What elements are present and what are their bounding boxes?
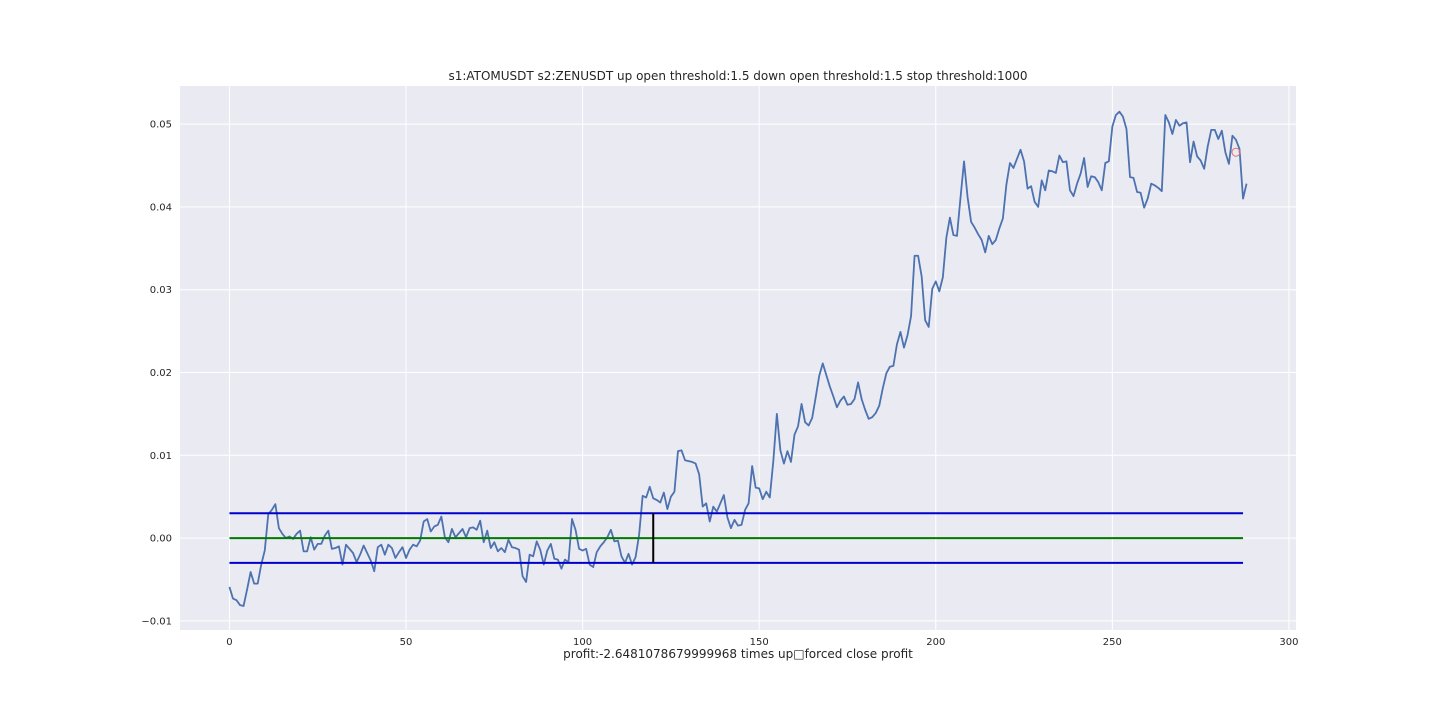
x-tick-label: 50 bbox=[400, 637, 413, 648]
x-axis-label: profit:-2.6481078679999968 times up□forc… bbox=[563, 647, 913, 661]
markers bbox=[652, 147, 1241, 563]
y-axis-ticks: −0.01 0.00 0.01 0.02 0.03 0.04 0.05 bbox=[141, 120, 172, 628]
y-tick-label: 0.03 bbox=[150, 285, 172, 296]
y-tick-label: 0.02 bbox=[150, 368, 172, 379]
x-tick-label: 150 bbox=[750, 637, 769, 648]
gridlines bbox=[180, 86, 1296, 630]
x-tick-label: 300 bbox=[1279, 637, 1298, 648]
x-axis-ticks: 0 50 100 150 200 250 300 bbox=[226, 637, 1298, 648]
x-tick-label: 100 bbox=[573, 637, 592, 648]
chart-title: s1:ATOMUSDT s2:ZENUSDT up open threshold… bbox=[448, 69, 1027, 83]
x-tick-label: 0 bbox=[226, 637, 232, 648]
plot-area bbox=[180, 86, 1296, 630]
series-lines bbox=[228, 110, 1248, 607]
forced-close-marker bbox=[1231, 147, 1241, 157]
spread-line bbox=[228, 110, 1248, 607]
y-tick-label: 0.05 bbox=[150, 120, 172, 131]
x-tick-label: 250 bbox=[1103, 637, 1122, 648]
y-tick-label: 0.04 bbox=[150, 202, 172, 213]
y-tick-label: −0.01 bbox=[141, 616, 172, 627]
y-tick-label: 0.00 bbox=[150, 534, 172, 545]
x-tick-label: 200 bbox=[926, 637, 945, 648]
y-tick-label: 0.01 bbox=[150, 451, 172, 462]
